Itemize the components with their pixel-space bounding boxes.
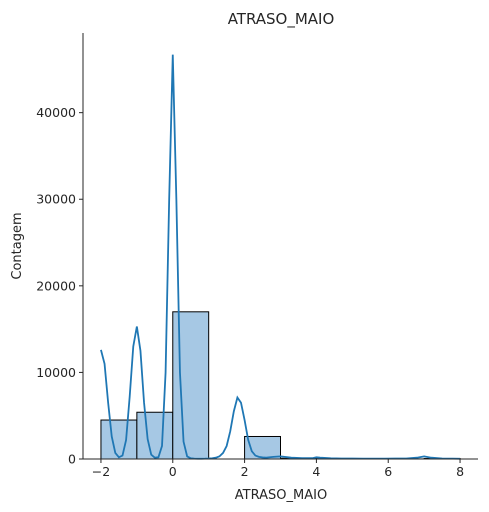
x-axis-ticks: −2 0 2 4 6 8 [92, 459, 464, 479]
histogram-bar [136, 411, 174, 460]
x-tick-label: 8 [456, 464, 464, 479]
kde-line [100, 54, 461, 460]
y-tick-label: 40000 [36, 105, 76, 120]
x-tick-label: 4 [312, 464, 320, 479]
y-axis-label: Contagem [10, 212, 25, 279]
y-tick-label: 30000 [36, 192, 76, 207]
y-tick-label: 10000 [36, 365, 76, 380]
y-axis-ticks: 0 10000 20000 30000 40000 [36, 105, 83, 467]
y-tick-label: 0 [68, 452, 76, 467]
x-tick-label: 2 [241, 464, 249, 479]
y-tick-label: 20000 [36, 278, 76, 293]
bars-group [100, 311, 461, 460]
chart-title: ATRASO_MAIO [228, 10, 335, 29]
x-tick-label: −2 [92, 464, 110, 479]
histogram-bar [172, 311, 210, 460]
x-axis-label: ATRASO_MAIO [235, 488, 327, 503]
x-tick-label: 6 [384, 464, 392, 479]
histogram-bar [100, 419, 138, 460]
x-tick-label: 0 [169, 464, 177, 479]
